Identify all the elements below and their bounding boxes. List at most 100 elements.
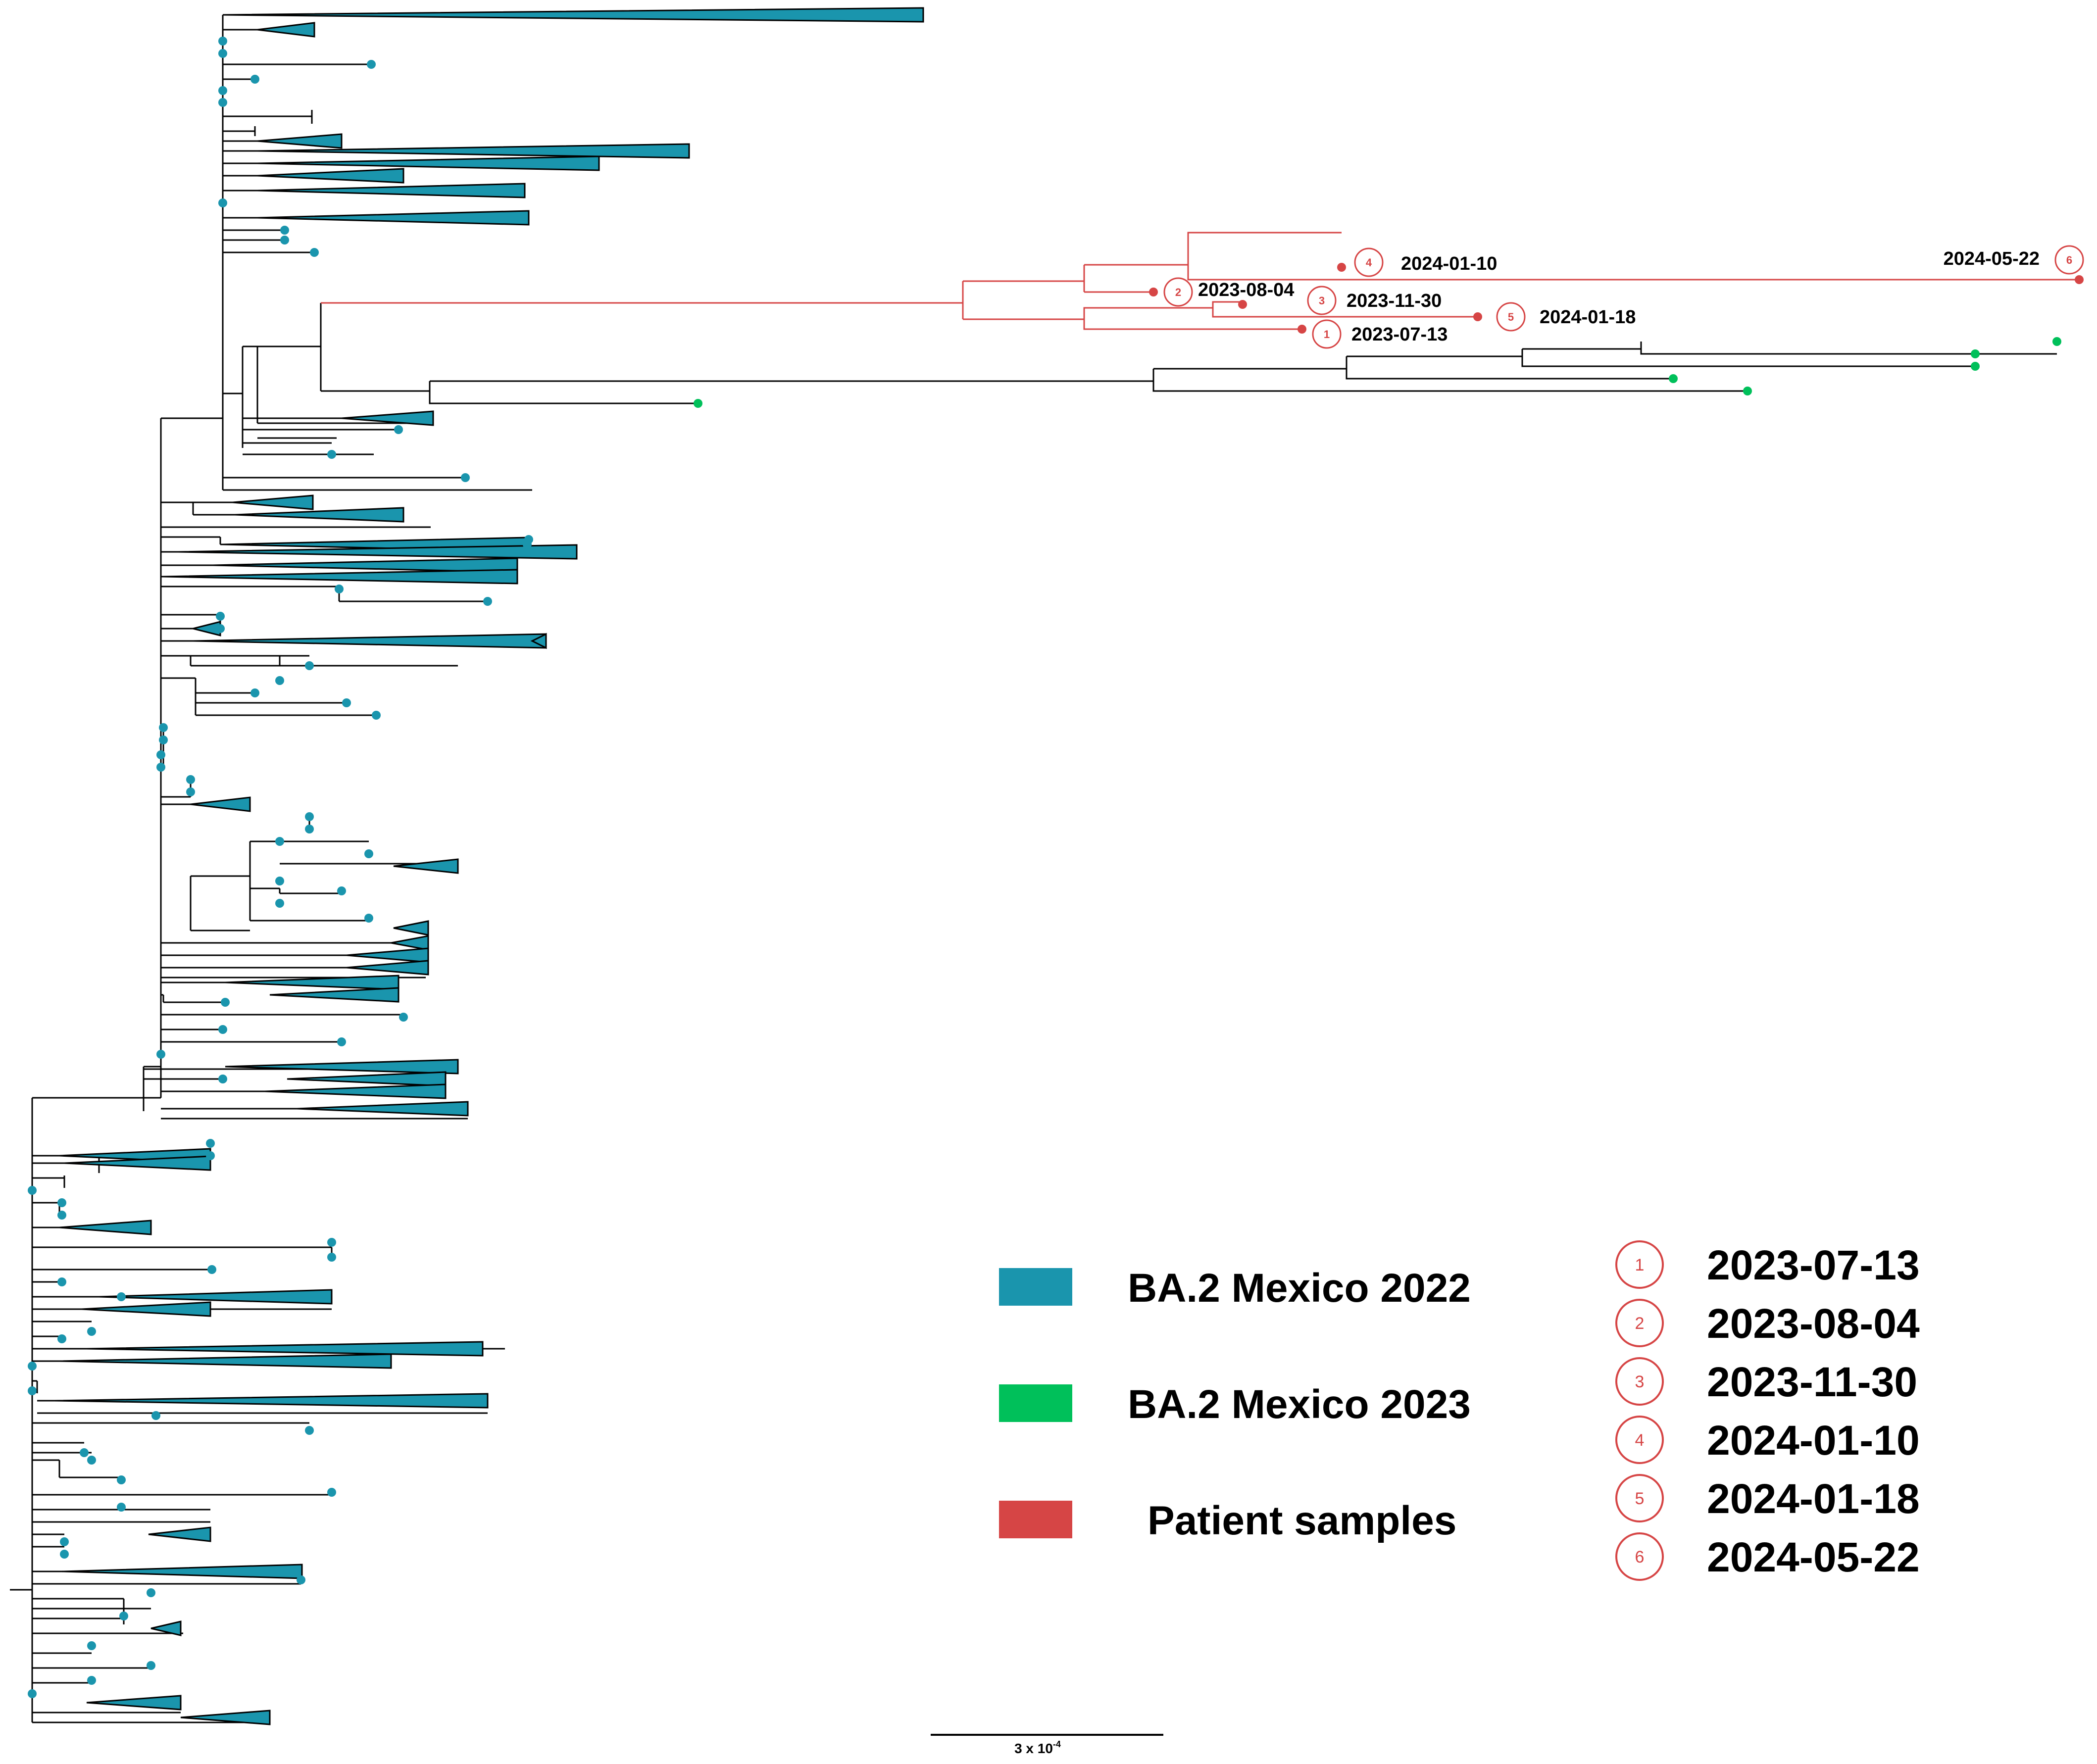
tip-point-5 [1473,312,1482,321]
tip-point-2022 [221,998,230,1007]
collapsed-clade-triangle [149,1527,210,1541]
collapsed-clade-triangle [347,961,428,975]
patient-tip-label-5: 5 2024-01-18 [1497,303,1636,331]
tip-badge-num: 6 [2066,254,2072,266]
tip-point-2022 [280,236,289,245]
tip-point-2022 [60,1550,69,1559]
collapsed-clade-triangle [257,211,529,225]
tip-point-2 [1149,288,1158,296]
tip-point-2022 [250,688,259,697]
sample-date-key: 1 2023-07-13 2 2023-08-04 3 2023-11-30 4 202… [1616,1241,1920,1580]
collapsed-clade-triangle [257,134,342,148]
tip-point-2022 [159,735,168,744]
sample-date-6: 6 2024-05-22 [1616,1533,1920,1580]
tip-point-2022 [28,1362,37,1371]
tip-point-2022 [305,1426,314,1435]
collapsed-clade-triangle [87,1696,181,1710]
tip-point-2022 [206,1139,215,1148]
tip-point-2023 [694,399,702,408]
tip-point-2022 [117,1475,126,1484]
sample-date-1: 1 2023-07-13 [1616,1241,1920,1288]
scale-bar-label: 3 x 10-4 [1014,1739,1061,1756]
collapsed-clade-triangle [163,570,517,584]
tip-point-1 [1298,325,1306,334]
tip-point-2023 [1669,374,1678,383]
collapsed-clades [54,8,923,1724]
sample-date: 2023-08-04 [1707,1300,1920,1347]
tip-point-2022 [57,1211,66,1220]
tip-point-2022 [156,763,165,772]
tip-point-2022 [87,1676,96,1685]
tip-date-label: 2023-07-13 [1351,324,1448,345]
tip-point-2022 [310,248,319,257]
collapsed-clade-triangle [394,859,458,873]
tip-point-2022 [28,1186,37,1195]
tip-point-2022 [147,1588,155,1597]
collapsed-clade-triangle [347,948,428,962]
tip-point-2022 [461,473,470,482]
tip-point-2022 [399,1013,408,1022]
tip-date-label: 2024-05-22 [1944,248,2040,269]
collapsed-clade-triangle [257,169,403,183]
tip-point-2022 [207,1265,216,1274]
patient-tip-label-6: 2024-05-22 6 [1944,246,2083,274]
collapsed-clade-triangle [257,184,525,197]
tip-point-2022 [305,812,314,821]
tip-point-2023 [1971,362,1980,371]
tip-badge-num: 3 [1319,294,1325,307]
tip-point-2022 [523,540,532,549]
tip-point-2022 [147,1661,155,1670]
tip-badge-num: 1 [1324,328,1330,341]
tip-point-2022 [367,60,376,69]
tip-point-2022 [483,597,492,606]
scale-bar: 3 x 10-4 [931,1735,1163,1756]
collapsed-clade-triangle [257,23,314,37]
tip-point-6 [2075,275,2084,284]
collapsed-clade-triangle [287,1072,446,1086]
tip-point-2022 [218,198,227,207]
tip-badge-num: 2 [1175,286,1181,298]
tip-point-2022 [250,75,259,84]
legend-swatch-ba2-2022 [999,1268,1072,1306]
tip-point-2022 [275,837,284,846]
tip-point-2022 [297,1575,305,1584]
tip-point-2022 [216,624,225,633]
tip-point-2022 [335,585,344,593]
tip-date-label: 2024-01-18 [1540,307,1636,328]
phylogenetic-tree: 4 2024-01-10 2 2023-08-04 3 2023-11-30 5… [0,0,2097,1764]
collapsed-clade-triangle [193,634,546,648]
collapsed-clade-triangle [59,1221,151,1234]
mexico-2023-clade [430,342,2057,403]
sample-date-2: 2 2023-08-04 [1616,1300,1920,1347]
collapsed-clade-triangle [297,1102,468,1116]
legend: BA.2 Mexico 2022 BA.2 Mexico 2023 Patien… [999,1266,1471,1543]
tip-point-2022 [327,1238,336,1247]
sample-num: 1 [1635,1256,1645,1274]
tip-point-2022 [28,1386,37,1395]
background-branch-lines [10,15,923,1722]
tip-point-2022 [60,1537,69,1546]
patient-tip-label-4: 4 2024-01-10 [1355,248,1497,276]
tip-point-2022 [57,1198,66,1207]
tip-point-2022 [119,1612,128,1620]
collapsed-clade-triangle [54,1394,488,1408]
sample-date: 2023-07-13 [1707,1242,1920,1288]
tip-date-label: 2024-01-10 [1401,253,1497,274]
tip-point-2022 [342,698,351,707]
tip-point-4 [1337,263,1346,272]
tip-point-3 [1238,300,1247,309]
tip-point-2022 [80,1448,89,1457]
tip-point-2023 [2052,337,2061,346]
collapsed-clade-triangle [394,921,428,935]
sample-date: 2024-01-18 [1707,1475,1920,1522]
legend-label-ba2-2022: BA.2 Mexico 2022 [1128,1266,1471,1311]
tip-point-2022 [156,750,165,759]
tip-point-2022 [372,711,381,720]
tip-point-2022 [327,1488,336,1497]
tip-point-2022 [327,1253,336,1262]
tip-point-2022 [156,1050,165,1059]
collapsed-clade-triangle [82,1302,210,1316]
tip-date-label: 2023-08-04 [1198,280,1294,300]
tip-point-2022 [159,723,168,732]
mexico-2023-tips [694,337,2061,408]
